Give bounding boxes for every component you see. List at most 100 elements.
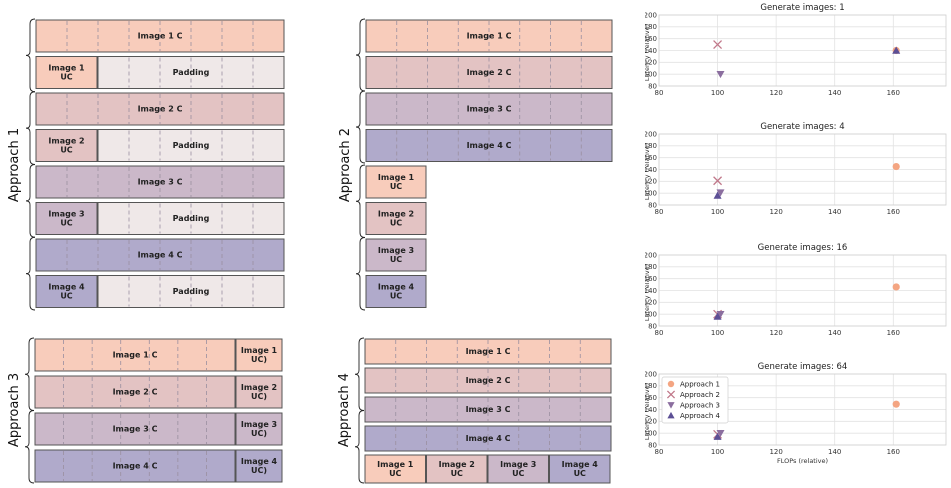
x-tick-label: 120 (769, 89, 782, 97)
block-label-line: UC) (251, 392, 267, 401)
block-label-line: UC (60, 292, 72, 301)
y-tick-label: 180 (645, 23, 657, 31)
block-label: Padding (173, 214, 210, 223)
approach-label: Approach 4 (337, 373, 352, 447)
y-tick-label: 120 (645, 418, 657, 426)
block-label-line: Image 3 (378, 246, 414, 255)
block-label: Image 3 C (467, 105, 512, 114)
marker-x-stroke (666, 390, 676, 399)
block-rect (365, 202, 427, 235)
block-label-line: UC (574, 469, 586, 478)
block: Image 2 C (364, 367, 612, 394)
y-tick-label: 140 (645, 166, 657, 174)
brace (25, 91, 36, 165)
data-point (713, 176, 723, 186)
data-point (713, 312, 722, 320)
block: Image 2 C (365, 56, 613, 89)
legend-label: Approach 1 (680, 381, 720, 389)
scatter-chart: Generate images: 16 80 100 120 140 160 180 200 8… (645, 243, 947, 337)
block-label-line: Image 2 (439, 460, 475, 469)
y-tick-label: 140 (645, 47, 657, 55)
block: Image 1 C (364, 338, 612, 365)
marker-triangle-down (716, 189, 725, 197)
y-tick-label: 160 (645, 275, 657, 283)
block-label: Image 1 UC (377, 460, 414, 478)
brace (24, 337, 35, 411)
block: Image 3 UC (487, 454, 549, 484)
data-point (716, 429, 725, 438)
block-label: Image 3 UC (378, 246, 414, 264)
legend-item: Approach 2 (666, 390, 720, 399)
scatter-chart: Generate images: 64 80 100 120 140 160 180 200 8… (645, 362, 947, 465)
brace (354, 337, 365, 411)
block-label: Image 1 C (466, 347, 511, 356)
y-tick-label: 80 (648, 201, 657, 209)
block-rect (365, 165, 427, 199)
block-label: Image 2 C (466, 376, 511, 385)
block-rect (35, 56, 98, 89)
y-tick-label: 200 (645, 130, 657, 138)
plot-frame (658, 254, 947, 327)
block: Image 4 C (34, 449, 236, 483)
approach-label: Approach 3 (7, 373, 22, 447)
block-label-line: UC) (251, 355, 267, 364)
block-label: Image 4 UC) (241, 457, 278, 475)
block: Image 1 C (34, 338, 236, 372)
block-rect (426, 454, 488, 484)
x-tick-label: 80 (655, 448, 664, 456)
block-label-line: Image 2 (48, 137, 84, 146)
block-label: Image 4 C (138, 251, 183, 260)
block-label: Image 3 C (138, 178, 183, 187)
block: Image 2 UC) (235, 375, 283, 409)
y-axis-label: Latency (relative) (645, 143, 651, 200)
y-tick-label: 200 (645, 251, 657, 259)
block-label: Padding (173, 68, 210, 77)
block-label: Image 1 UC (378, 173, 415, 191)
block-label-line: Image 1 (377, 460, 414, 469)
block-label-line: Image 3 (241, 420, 277, 429)
data-point (713, 432, 722, 440)
x-tick-label: 160 (887, 329, 900, 337)
legend-label: Approach 4 (680, 412, 720, 420)
block-label: Padding (173, 141, 210, 150)
x-tick-label: 80 (655, 329, 664, 337)
block-label: Image 4 C (467, 141, 512, 150)
block: Image 4 UC) (235, 449, 283, 483)
block-label-line: UC (390, 255, 402, 264)
block-label: Image 2 UC) (241, 383, 277, 401)
block: Image 3 UC) (235, 412, 283, 446)
block: Image 1 C (35, 19, 285, 53)
block: Image 1 UC (35, 56, 98, 89)
y-tick-label: 80 (648, 441, 657, 449)
block: Image 4 UC (549, 454, 611, 484)
data-point (716, 70, 725, 79)
x-tick-label: 140 (828, 448, 841, 456)
block: Image 4 C (364, 425, 612, 452)
block-label: Image 2 UC (378, 210, 414, 228)
block-label-line: Image 4 (48, 283, 85, 292)
x-tick-label: 120 (769, 448, 782, 456)
x-axis-label: FLOPs (relative) (777, 457, 828, 465)
y-tick-label: 120 (645, 299, 657, 307)
block-label-line: Image 3 (500, 460, 536, 469)
y-tick-label: 180 (645, 142, 657, 150)
legend-label: Approach 3 (680, 402, 720, 410)
brace (24, 410, 35, 484)
x-tick-label: 100 (711, 208, 724, 216)
block-label: Image 2 UC (439, 460, 475, 478)
brace (355, 90, 366, 164)
y-tick-label: 100 (645, 430, 657, 438)
y-tick-label: 140 (645, 287, 657, 295)
block: Image 3 C (35, 165, 285, 199)
y-tick-label: 180 (645, 263, 657, 271)
y-tick-label: 80 (648, 322, 657, 330)
block-label: Image 2 C (138, 105, 183, 114)
marker-triangle-up (713, 191, 722, 199)
scatter-chart: Generate images: 1 80 100 120 140 160 180 200 80… (645, 3, 947, 97)
y-tick-label: 160 (645, 394, 657, 402)
block-label-line: UC (451, 469, 463, 478)
plot-frame (658, 133, 947, 206)
block-label-line: Image 4 (562, 460, 599, 469)
y-tick-label: 180 (645, 382, 657, 390)
